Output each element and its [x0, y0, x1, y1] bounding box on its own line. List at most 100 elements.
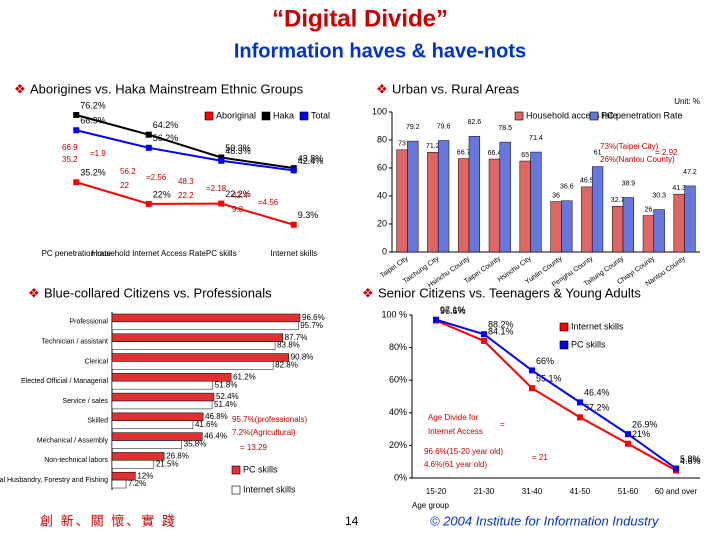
marker: [145, 131, 152, 138]
legend-swatch: [299, 111, 309, 121]
bar: [111, 440, 182, 449]
annotation: =: [500, 420, 505, 429]
bar: [111, 380, 214, 390]
value-label: 41.3: [672, 185, 686, 192]
y-tick-label: 40: [377, 190, 387, 200]
y-tick-label: 0: [382, 246, 387, 256]
legend-label: Total: [311, 110, 330, 120]
value-label: 52.4%: [216, 392, 239, 401]
value-label: 4.6%: [680, 456, 701, 466]
legend-swatch: [559, 322, 569, 332]
value-label: 84.1%: [488, 326, 514, 336]
bar: [111, 400, 213, 410]
x-tick-label: 51-60: [618, 487, 639, 496]
bar: [111, 479, 127, 489]
bar: [611, 205, 624, 253]
value-label: 35.2%: [80, 168, 106, 178]
value-label: 26.8%: [166, 451, 189, 460]
legend-swatch: [589, 111, 599, 121]
x-tick-label: Household Internet Access Rate: [92, 249, 207, 258]
y-tick-label: 80%: [389, 342, 407, 352]
value-label: 76.2%: [80, 100, 106, 110]
chart-title: Blue-collared Citizens vs. Professionals: [44, 285, 272, 300]
category-label: Technician / assistant: [41, 339, 108, 346]
series-line: [435, 319, 677, 472]
legend-label: Haka: [273, 110, 294, 120]
category-label: Elected Official / Managerial: [21, 378, 108, 385]
footer-motto: 創 新、關 懷、實 踐: [40, 513, 177, 528]
value-label: 56.2%: [153, 133, 179, 143]
x-tick-label: PC penetration rate: [42, 249, 112, 258]
svg-text:❖: ❖: [14, 81, 26, 96]
bar: [111, 321, 299, 331]
bar: [684, 185, 696, 253]
bar: [111, 341, 276, 350]
annotation: 35.2: [62, 155, 78, 164]
x-tick-label: 60 and over: [655, 487, 698, 496]
marker: [577, 399, 583, 406]
value-label: 82.6: [468, 119, 482, 126]
bar: [111, 361, 274, 370]
value-label: 50.3%: [225, 143, 251, 153]
value-label: 7.2%: [128, 479, 146, 488]
value-label: 38.9: [622, 180, 636, 187]
y-tick-label: 100 %: [381, 309, 407, 319]
value-label: 61: [594, 149, 602, 156]
chart-title: Senior Citizens vs. Teenagers & Young Ad…: [378, 285, 641, 300]
value-label: 36: [552, 192, 560, 199]
bar: [499, 141, 511, 253]
value-label: 5.8%: [680, 454, 701, 464]
value-label: 12%: [137, 471, 153, 480]
bar: [468, 136, 481, 253]
value-label: 42.4%: [298, 156, 324, 166]
annotation: = 13.29: [240, 443, 267, 452]
chart-title: Aborigines vs. Haka Mainstream Ethnic Gr…: [30, 81, 304, 96]
category-label: Professional: [69, 319, 108, 326]
value-label: 51.4%: [214, 400, 237, 409]
bar: [581, 186, 593, 253]
unit-label: Unit: %: [674, 97, 700, 106]
value-label: 90.8%: [291, 353, 314, 362]
annotation: 95.7%(professionals): [232, 415, 307, 424]
value-label: 22%: [153, 189, 171, 199]
category-label: Mechanical / Assembly: [37, 437, 109, 444]
value-label: 35.8%: [184, 440, 207, 449]
y-tick-label: 60%: [389, 375, 407, 385]
annotation: =2.18: [206, 184, 227, 193]
bullets: ❖ ❖ ❖ ❖: [14, 81, 388, 300]
series-line: [435, 318, 677, 470]
svg-text:❖: ❖: [362, 285, 374, 300]
annotation: 22.2: [178, 191, 194, 200]
value-label: 96.6%: [302, 313, 325, 322]
bar: [561, 200, 573, 253]
marker: [290, 221, 297, 228]
marker: [481, 337, 487, 344]
value-label: 66%: [536, 356, 554, 366]
value-label: 46.4%: [584, 388, 610, 398]
legend-label: PC skills: [243, 464, 278, 474]
annotation: =2.56: [146, 173, 167, 182]
value-label: 26: [645, 206, 653, 213]
value-label: 64.2%: [153, 120, 179, 130]
legend-label: Internet skills: [571, 321, 624, 331]
x-axis-label: Age group: [412, 501, 449, 510]
marker: [218, 154, 225, 161]
x-tick-label: PC skills: [206, 249, 237, 258]
category-label: Non-technical labors: [44, 457, 108, 464]
legend-label: PC penetration Rate: [601, 110, 683, 120]
slide-title: “Digital Divide”: [272, 5, 448, 32]
legend-label: Internet skills: [243, 484, 296, 494]
bar: [530, 151, 542, 253]
value-label: 30.3: [652, 192, 666, 199]
value-label: 95.7%: [300, 321, 323, 330]
bar: [407, 140, 419, 253]
legend-label: Household access rate: [526, 110, 618, 120]
y-tick-label: 100: [372, 106, 387, 116]
annotation: Internet Access: [428, 427, 483, 436]
y-tick-label: 80: [377, 134, 387, 144]
value-label: 26.9%: [632, 420, 658, 430]
marker: [433, 316, 439, 323]
value-label: 83.8%: [277, 341, 300, 350]
value-label: 88.2%: [488, 320, 514, 330]
annotation: =4.56: [258, 198, 279, 207]
